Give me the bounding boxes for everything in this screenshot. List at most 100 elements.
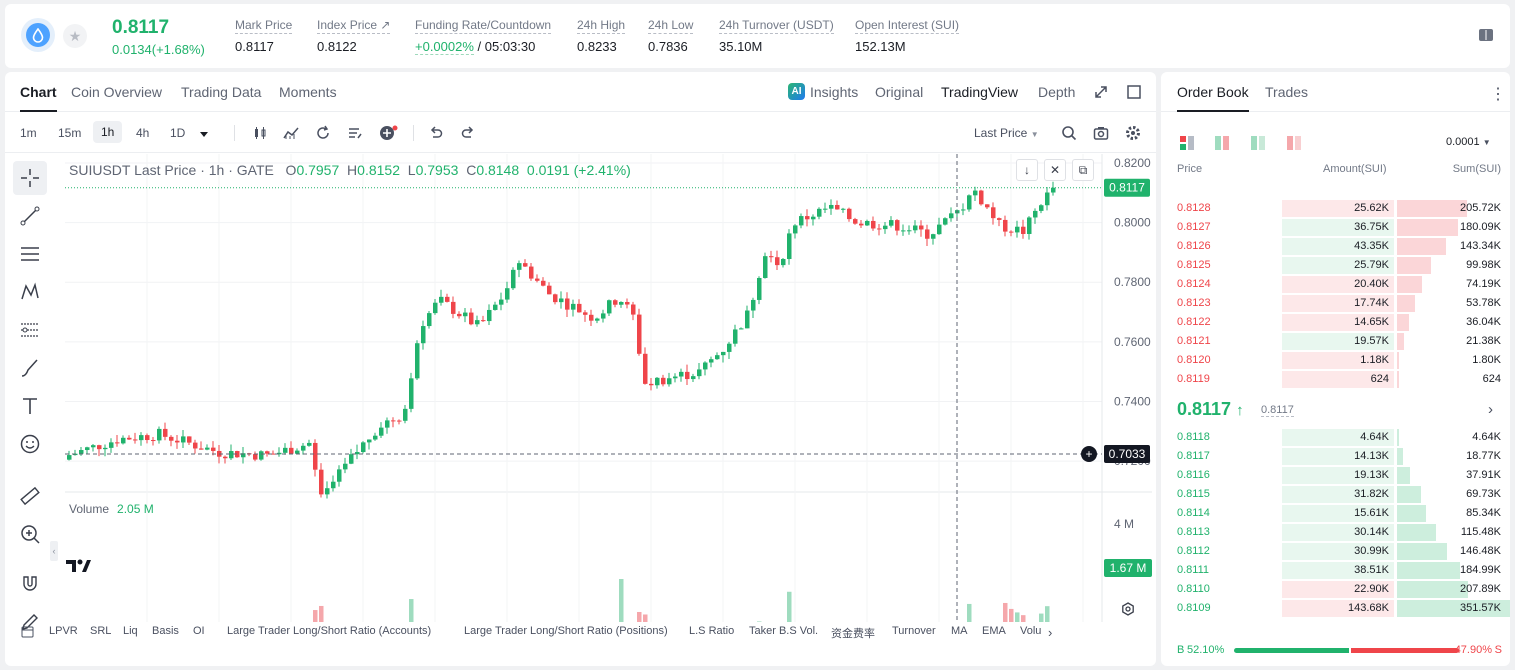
tab-coin-overview[interactable]: Coin Overview [71,84,163,100]
emoji-tool-icon[interactable] [13,427,47,461]
indicator-liq[interactable]: Liq [123,625,138,637]
price-type-select[interactable]: Last Price ▼ [974,126,1039,140]
chevron-right-icon[interactable]: › [1488,401,1493,418]
tab-trading-data[interactable]: Trading Data [181,84,262,100]
indicator-srl[interactable]: SRL [90,625,112,637]
view-original[interactable]: Original [875,84,924,100]
timeframe-1d[interactable]: 1D [170,126,186,140]
tab-chart[interactable]: Chart [20,84,57,112]
bid-row[interactable]: 0.8114 15.61K 85.34K [1177,504,1501,523]
bid-row[interactable]: 0.8116 19.13K 37.91K [1177,466,1501,485]
indicator-taker-vol[interactable]: Taker B.S Vol. [749,625,819,637]
scroll-down-icon[interactable]: ↓ [1016,159,1038,181]
view-asks-icon[interactable] [1286,135,1302,151]
expand-icon[interactable] [1094,85,1108,102]
ask-row[interactable]: 0.8125 25.79K 99.98K [1177,256,1501,275]
ask-row[interactable]: 0.8124 20.40K 74.19K [1177,275,1501,294]
ask-row[interactable]: 0.8119 624 624 [1177,370,1501,389]
pattern-tool-icon[interactable] [13,275,47,309]
templates-icon[interactable] [347,125,363,141]
chevron-down-icon: ▼ [1030,130,1039,139]
crosshair-tool-icon[interactable] [13,161,47,195]
bid-row[interactable]: 0.8115 31.82K 69.73K [1177,485,1501,504]
tab-order-book[interactable]: Order Book [1177,84,1249,112]
view-both-icon[interactable] [1179,135,1195,151]
timeframe-dropdown-icon[interactable] [199,128,209,142]
indicator-funding-rate[interactable]: 资金费率 [831,628,875,640]
timeframe-1h[interactable]: 1h [93,121,123,143]
view-split-icon[interactable] [1214,135,1230,151]
ask-row[interactable]: 0.8122 14.65K 36.04K [1177,313,1501,332]
ask-row[interactable]: 0.8128 25.62K 205.72K [1177,199,1501,218]
candle-body [421,326,426,344]
ask-row[interactable]: 0.8121 19.57K 21.38K [1177,332,1501,351]
pencil-tool-icon[interactable] [13,605,47,639]
camera-icon[interactable] [1093,125,1109,141]
text-tool-icon[interactable] [13,389,47,423]
indicator-large-trader-positions[interactable]: Large Trader Long/Short Ratio (Positions… [464,625,668,637]
zoom-in-tool-icon[interactable] [13,517,47,551]
indicator-large-trader-accounts[interactable]: Large Trader Long/Short Ratio (Accounts) [227,625,432,637]
bid-row[interactable]: 0.8118 4.64K 4.64K [1177,428,1501,447]
timeframe-4h[interactable]: 4h [136,126,150,140]
indicator-basis[interactable]: Basis [152,625,179,637]
funding-rate-value[interactable]: +0.0002% [415,39,474,55]
bid-row[interactable]: 0.8112 30.99K 146.48K [1177,542,1501,561]
collapse-toolbar-icon[interactable]: ‹ [50,541,58,561]
ask-row[interactable]: 0.8123 17.74K 53.78K [1177,294,1501,313]
indicators-icon[interactable] [283,125,299,141]
calendar-icon[interactable] [21,625,34,641]
brush-tool-icon[interactable] [13,351,47,385]
tab-moments[interactable]: Moments [279,84,337,100]
bid-row[interactable]: 0.8109 143.68K 351.57K [1177,599,1510,618]
undo-icon[interactable] [428,125,444,141]
tab-trades[interactable]: Trades [1265,84,1309,100]
amount-depth-bar [1282,200,1394,217]
collapse-arrows-icon[interactable]: ✕ [1044,159,1066,181]
window-icon[interactable] [1127,85,1141,102]
indicator-ma[interactable]: MA [951,625,968,637]
price-chart[interactable]: 0.82000.80000.78000.76000.74000.7200Sep1… [57,154,1152,622]
bid-row[interactable]: 0.8111 38.51K 184.99K [1177,561,1501,580]
redo-icon[interactable] [460,125,476,141]
ruler-tool-icon[interactable] [13,479,47,513]
fullscreen-toggle-icon[interactable]: ⧉ [1072,159,1094,181]
indicator-oi[interactable]: OI [193,625,205,637]
favorite-star-icon[interactable]: ★ [63,24,87,48]
indicator-ema[interactable]: EMA [982,625,1006,637]
candle-type-icon[interactable] [252,125,268,141]
chevron-right-icon[interactable]: › [1048,625,1053,640]
magnet-tool-icon[interactable] [13,567,47,601]
view-bids-icon[interactable] [1250,135,1266,151]
stat-index-price[interactable]: Index Price ↗ 0.8122 [317,18,391,54]
ask-row[interactable]: 0.8126 43.35K 143.34K [1177,237,1501,256]
settings-gear-icon[interactable] [1125,125,1141,141]
col-price: Price [1177,163,1203,175]
trend-line-tool-icon[interactable] [13,199,47,233]
view-depth[interactable]: Depth [1038,84,1076,100]
bid-row[interactable]: 0.8113 30.14K 115.48K [1177,523,1501,542]
bid-row[interactable]: 0.8117 14.13K 18.77K [1177,447,1501,466]
more-options-icon[interactable]: ⋮ [1490,86,1506,103]
fibonacci-tool-icon[interactable] [13,313,47,347]
book-icon[interactable] [1478,28,1494,42]
precision-select[interactable]: 0.0001 ▼ [1446,136,1491,148]
indicator-turnover[interactable]: Turnover [892,625,936,637]
add-indicator-icon[interactable] [379,125,398,141]
indicator-ls-ratio[interactable]: L.S Ratio [689,625,735,637]
indicator-lpvr[interactable]: LPVR [49,625,78,637]
timeframe-15m[interactable]: 15m [58,126,82,140]
refresh-icon[interactable] [315,125,331,141]
bid-row[interactable]: 0.8110 22.90K 207.89K [1177,580,1501,599]
sell-ratio: 47.90% [1454,644,1492,656]
chart-settings-icon[interactable] [1121,602,1135,619]
ask-row[interactable]: 0.8120 1.18K 1.80K [1177,351,1501,370]
indicator-volume[interactable]: Volu [1020,625,1042,637]
view-tradingview[interactable]: TradingView [941,84,1019,100]
stat-label: Open Interest (SUI) [855,18,960,34]
view-insights[interactable]: Insights [810,84,859,100]
ask-row[interactable]: 0.8127 36.75K 180.09K [1177,218,1501,237]
horizontal-lines-tool-icon[interactable] [13,237,47,271]
search-icon[interactable] [1061,125,1077,141]
timeframe-1m[interactable]: 1m [20,126,37,140]
